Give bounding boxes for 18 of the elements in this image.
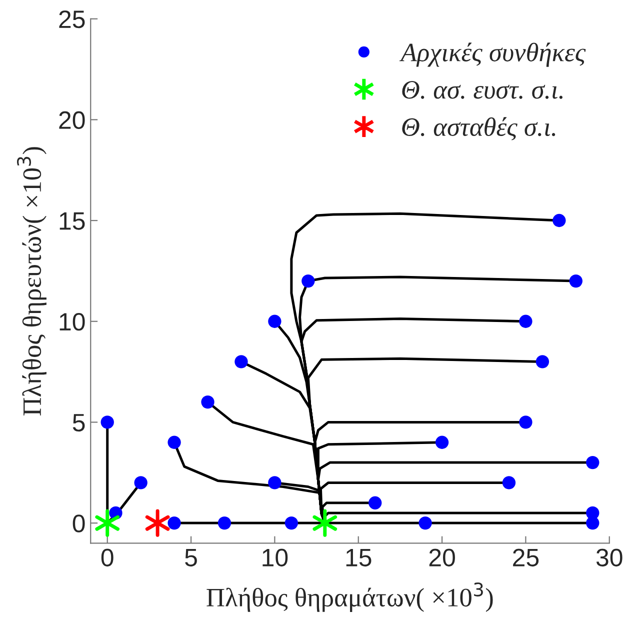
x-tick-label: 20 xyxy=(429,548,455,566)
x-tick-label: 30 xyxy=(596,548,622,566)
x-tick-label: 15 xyxy=(346,549,372,566)
legend-label: Θ. ασταθές σ.ι. xyxy=(402,117,556,140)
x-tick-label: 0 xyxy=(101,548,114,566)
y-tick-label: 20 xyxy=(59,111,85,129)
y-axis-title: Πλήθος θηρευτών( ×10$^{3}$) xyxy=(17,147,46,416)
legend-label: Θ. ασ. ευστ. σ.ι. xyxy=(402,81,562,99)
x-tick-label: 10 xyxy=(262,548,288,566)
y-tick-label: 0 xyxy=(72,514,85,532)
x-tick-label: 5 xyxy=(185,549,197,566)
legend-label: Αρχικές συνθήκες xyxy=(399,42,586,67)
y-tick-label: 10 xyxy=(60,312,85,331)
x-tick-label: 25 xyxy=(513,548,539,566)
y-tick-label: 25 xyxy=(59,10,85,28)
y-tick-label: 15 xyxy=(60,212,85,230)
y-tick-label: 5 xyxy=(72,414,85,432)
x-axis-title: Πλήθος θηραμάτων( ×10$^{3}$) xyxy=(206,582,493,612)
